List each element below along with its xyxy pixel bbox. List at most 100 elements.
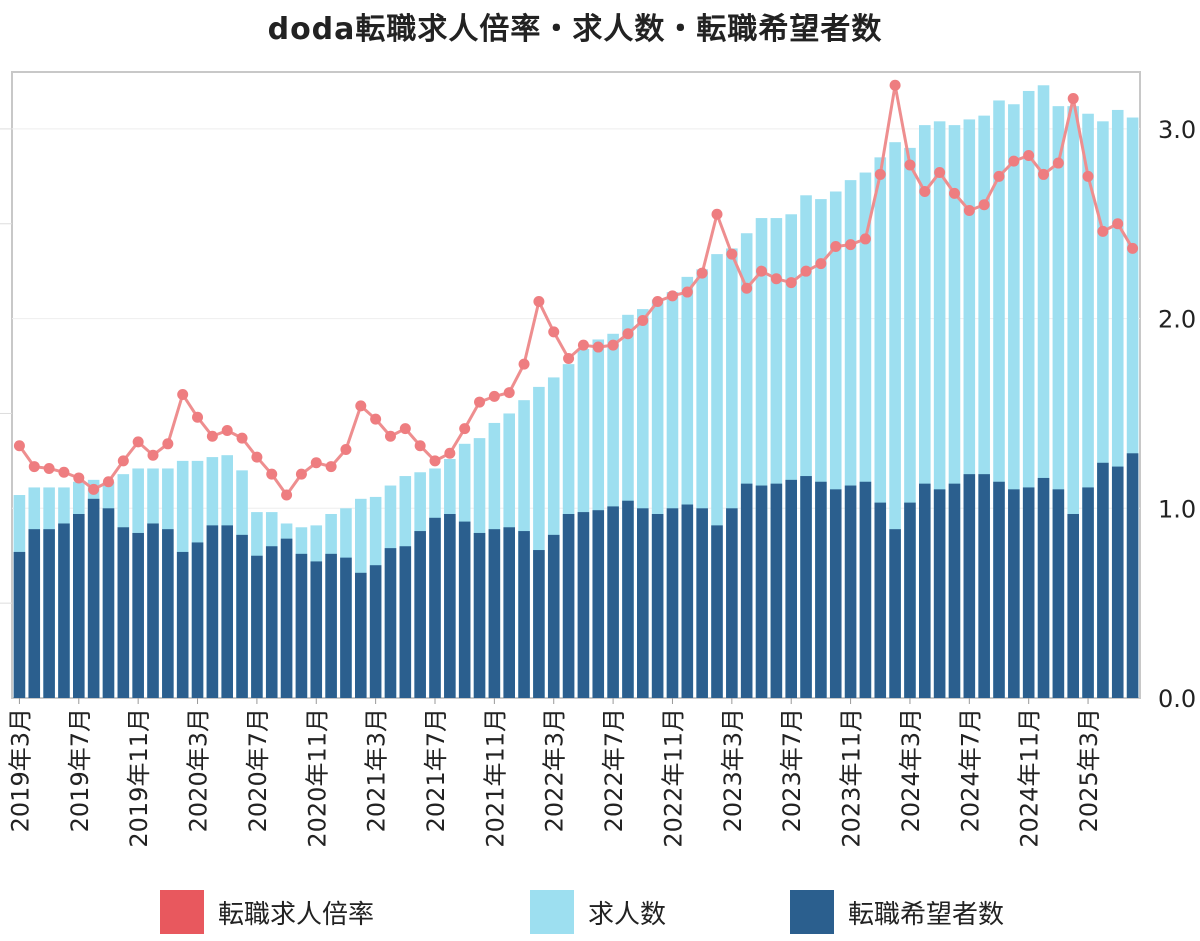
point-ratio <box>666 290 678 302</box>
bar-job-seekers <box>414 531 426 698</box>
point-ratio <box>845 239 857 251</box>
legend-label-job-openings: 求人数 <box>588 899 667 930</box>
point-ratio <box>948 187 960 199</box>
x-tick-label: 2019年11月 <box>125 708 153 848</box>
bar-job-seekers <box>369 565 382 698</box>
legend-swatch-ratio <box>160 890 204 934</box>
y-tick-label: 0.0 <box>1158 685 1196 713</box>
bar-job-seekers <box>726 508 738 698</box>
bar-job-seekers <box>844 485 857 698</box>
bar-job-seekers <box>904 502 916 698</box>
point-ratio <box>88 483 100 495</box>
x-tick-label: 2023年3月 <box>719 708 747 832</box>
x-tick-label: 2023年11月 <box>838 708 866 848</box>
bar-job-seekers <box>592 510 605 698</box>
point-ratio <box>1127 242 1139 254</box>
bar-job-openings <box>948 125 961 698</box>
y-tick-label: 2.0 <box>1158 306 1196 334</box>
point-ratio <box>874 168 886 180</box>
bar-job-seekers <box>458 521 471 698</box>
bar-job-seekers <box>310 561 323 698</box>
x-tick-label: 2020年11月 <box>303 708 331 848</box>
bar-job-seekers <box>933 489 946 698</box>
legend-item-job-openings[interactable]: 求人数 <box>530 890 666 934</box>
chart-title: doda転職求人倍率・求人数・転職希望者数 <box>267 12 883 47</box>
bar-job-seekers <box>43 529 55 698</box>
point-ratio <box>756 265 768 277</box>
point-ratio <box>592 341 604 353</box>
legend-item-job-seekers[interactable]: 転職希望者数 <box>790 890 1004 934</box>
bar-job-openings <box>889 142 901 699</box>
bar-job-seekers <box>622 500 634 698</box>
bar-job-seekers <box>132 532 144 698</box>
bar-job-openings <box>696 269 708 698</box>
point-ratio <box>622 328 634 340</box>
bar-job-seekers <box>102 508 115 698</box>
point-ratio <box>162 438 174 450</box>
point-ratio <box>859 233 871 245</box>
bar-job-seekers <box>1126 453 1139 698</box>
x-tick-label: 2021年7月 <box>422 708 450 832</box>
bar-job-openings <box>904 147 916 698</box>
point-ratio <box>1023 149 1035 161</box>
point-ratio <box>251 451 263 463</box>
legend-item-ratio[interactable]: 転職求人倍率 <box>160 890 374 934</box>
point-ratio <box>1097 225 1109 237</box>
bar-job-seekers <box>829 489 842 698</box>
bar-job-seekers <box>13 551 26 698</box>
bar-job-seekers <box>696 508 708 698</box>
bar-job-openings <box>815 199 827 698</box>
point-ratio <box>399 423 411 435</box>
point-ratio <box>548 326 560 338</box>
bar-job-seekers <box>325 553 337 698</box>
bar-job-seekers <box>1067 513 1079 698</box>
point-ratio <box>1008 155 1020 167</box>
bar-job-openings <box>711 254 723 699</box>
bar-job-seekers <box>503 527 515 698</box>
point-ratio <box>1067 93 1079 105</box>
bar-job-seekers <box>265 546 278 698</box>
bar-job-openings <box>637 309 649 698</box>
bar-job-openings <box>651 299 664 698</box>
series-line-ratio <box>18 85 1134 498</box>
x-tick-label: 2020年7月 <box>244 708 272 832</box>
point-ratio <box>117 455 129 467</box>
bar-job-openings <box>770 218 783 699</box>
bar-job-seekers <box>533 550 545 698</box>
bar-job-seekers <box>206 525 219 698</box>
bar-job-openings <box>933 121 946 698</box>
point-ratio <box>563 352 575 364</box>
point-ratio <box>726 248 738 260</box>
bar-job-openings <box>859 172 872 698</box>
bar-job-seekers <box>444 513 456 698</box>
point-ratio <box>488 390 500 402</box>
bar-job-seekers <box>547 534 560 698</box>
bar-job-openings <box>993 100 1005 699</box>
point-ratio <box>919 186 931 198</box>
bar-job-openings <box>740 233 753 698</box>
bar-job-seekers <box>874 502 887 698</box>
bar-job-seekers <box>280 538 293 698</box>
bar-job-seekers <box>87 498 100 698</box>
bar-job-openings <box>919 125 931 698</box>
bar-job-seekers <box>58 523 70 698</box>
point-ratio <box>147 449 159 461</box>
bar-job-openings <box>963 119 976 698</box>
bar-job-openings <box>1082 113 1094 698</box>
bar-job-seekers <box>1008 489 1020 698</box>
bar-job-seekers <box>637 508 649 698</box>
point-ratio <box>815 258 827 270</box>
bar-job-seekers <box>117 527 130 698</box>
x-tick-label: 2025年3月 <box>1075 708 1103 832</box>
point-ratio <box>429 455 441 467</box>
point-ratio <box>963 204 975 216</box>
bar-job-seekers <box>191 542 204 698</box>
bar-job-seekers <box>978 474 990 698</box>
point-ratio <box>325 461 337 473</box>
bar-job-seekers <box>1052 489 1065 698</box>
point-ratio <box>503 387 515 399</box>
point-ratio <box>43 462 55 474</box>
point-ratio <box>13 440 25 452</box>
x-tick-label: 2022年11月 <box>659 708 687 848</box>
